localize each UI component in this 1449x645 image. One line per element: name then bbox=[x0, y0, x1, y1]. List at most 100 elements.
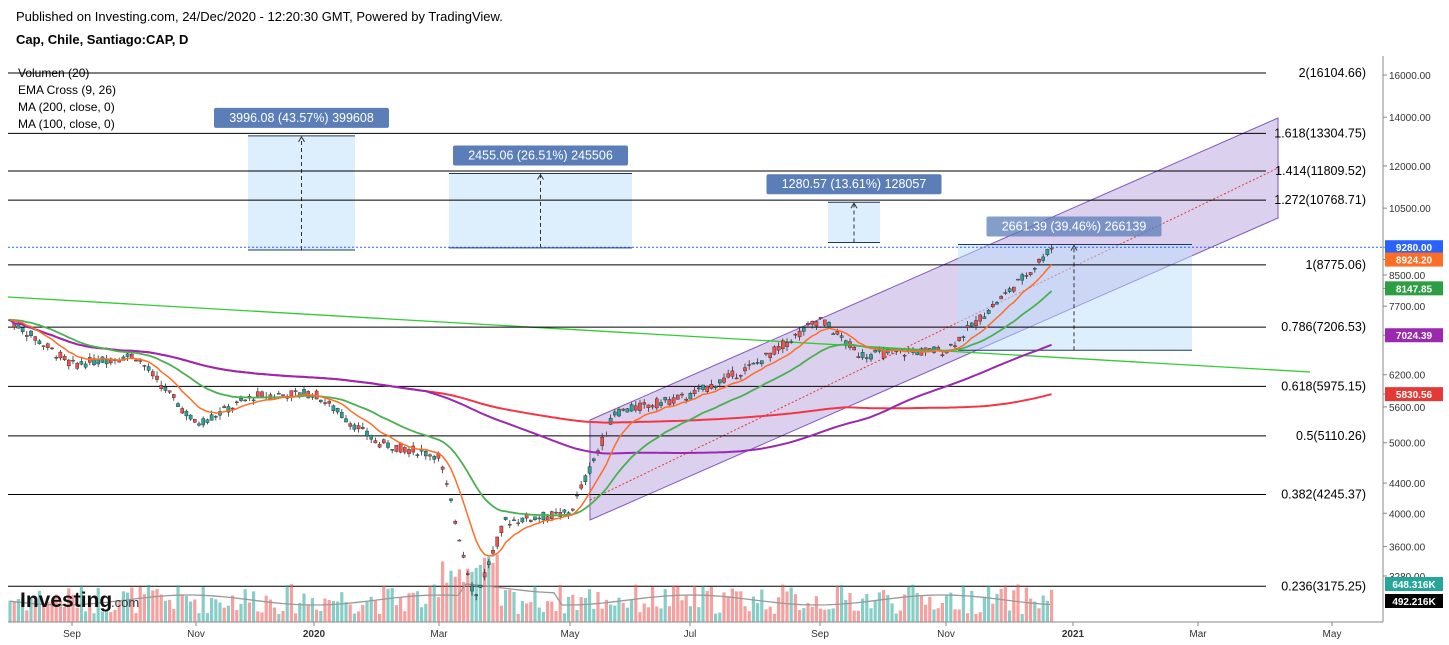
volume-bar bbox=[369, 596, 373, 622]
volume-bar bbox=[974, 613, 978, 622]
measure-arrowhead bbox=[1070, 244, 1078, 251]
candle-body bbox=[1007, 288, 1012, 292]
candle-body bbox=[865, 357, 869, 359]
candle-body bbox=[793, 333, 798, 336]
candle-body bbox=[659, 402, 663, 406]
volume-bar bbox=[697, 607, 701, 622]
y-tick-label: 4000.00 bbox=[1389, 509, 1426, 520]
candle-body bbox=[600, 436, 604, 446]
volume-bar bbox=[155, 589, 159, 622]
volume-bar bbox=[130, 587, 134, 622]
candle-body bbox=[92, 358, 96, 366]
fib-label-0.786: 0.786(7206.53) bbox=[1281, 320, 1366, 334]
volume-bar bbox=[1050, 589, 1054, 622]
volume-bar bbox=[676, 586, 680, 622]
volume-bar bbox=[751, 596, 755, 622]
volume-bar bbox=[718, 612, 722, 622]
candle-body bbox=[344, 418, 348, 423]
candle-body bbox=[583, 475, 588, 483]
price-badge bbox=[1385, 387, 1443, 402]
volume-bar bbox=[810, 606, 814, 622]
volume-bar bbox=[651, 586, 655, 622]
x-tick-label: Nov bbox=[937, 629, 955, 640]
candle-body bbox=[54, 357, 58, 359]
candle-body bbox=[361, 426, 365, 429]
candle-body bbox=[407, 449, 411, 455]
candle-body bbox=[1003, 292, 1008, 294]
volume-bar bbox=[546, 601, 550, 622]
candle-body bbox=[965, 325, 970, 328]
volume-bar bbox=[79, 585, 83, 622]
volume-bar bbox=[466, 568, 470, 622]
indicator-ema-cross[interactable]: EMA Cross (9, 26) bbox=[18, 83, 117, 97]
measure-label: 2455.06 (26.51%) 245506 bbox=[468, 149, 613, 163]
investing-logo: Investing .com bbox=[20, 589, 139, 612]
volume-bar bbox=[441, 561, 445, 622]
volume-bar bbox=[966, 613, 970, 622]
candle-body bbox=[697, 387, 701, 390]
candle-body bbox=[579, 484, 583, 489]
candle-body bbox=[835, 330, 840, 335]
candle-body bbox=[386, 442, 390, 448]
volume-bar bbox=[281, 611, 285, 622]
y-tick-label: 4400.00 bbox=[1389, 479, 1426, 490]
volume-bar bbox=[928, 596, 932, 622]
ma100-line bbox=[9, 318, 1052, 455]
candle-body bbox=[520, 517, 525, 523]
candle-body bbox=[562, 509, 567, 513]
volume-bar bbox=[911, 584, 915, 622]
candle-body bbox=[209, 414, 214, 421]
volume-bar bbox=[184, 596, 188, 622]
measure-label: 3996.08 (43.57%) 399608 bbox=[229, 111, 374, 125]
candle-body bbox=[529, 519, 533, 522]
volume-bar bbox=[924, 604, 928, 622]
candle-body bbox=[722, 377, 726, 383]
volume-bar bbox=[592, 608, 596, 622]
candle-body bbox=[428, 454, 432, 457]
volume-bar bbox=[730, 588, 734, 622]
volume-bar bbox=[478, 564, 482, 622]
candle-body bbox=[781, 340, 785, 350]
volume-bar bbox=[604, 599, 608, 622]
price-badge bbox=[1385, 281, 1443, 296]
volume-bar bbox=[214, 599, 218, 622]
trend-line bbox=[7, 296, 1311, 373]
volume-bar bbox=[75, 607, 79, 622]
price-badge bbox=[1385, 328, 1443, 343]
candle-body bbox=[613, 411, 617, 416]
candle-body bbox=[541, 511, 546, 521]
candle-body bbox=[839, 335, 844, 338]
candle-body bbox=[403, 447, 407, 453]
fib-label-1.272: 1.272(10768.71) bbox=[1274, 193, 1366, 207]
candle-body bbox=[125, 353, 130, 357]
candle-body bbox=[205, 419, 210, 423]
candle-body bbox=[243, 399, 248, 402]
volume-bar bbox=[457, 569, 461, 622]
indicator-ma200[interactable]: MA (200, close, 0) bbox=[18, 100, 115, 114]
volume-bar bbox=[386, 588, 390, 622]
volume-bar bbox=[306, 604, 310, 622]
volume-bar bbox=[772, 613, 776, 622]
candle-body bbox=[167, 390, 172, 393]
volume-bar bbox=[424, 603, 428, 622]
candle-body bbox=[491, 550, 495, 554]
volume-bar bbox=[848, 593, 852, 622]
volume-bar bbox=[273, 607, 277, 622]
candle-body bbox=[508, 523, 512, 526]
candle-body bbox=[470, 585, 474, 592]
candle-body bbox=[596, 450, 600, 452]
volume-bar bbox=[235, 610, 239, 622]
volume-bar bbox=[1016, 584, 1020, 622]
price-badge-label: 8147.85 bbox=[1396, 284, 1433, 295]
indicator-ma100[interactable]: MA (100, close, 0) bbox=[18, 117, 115, 131]
volume-bar bbox=[159, 594, 163, 622]
volume-bar bbox=[688, 606, 692, 622]
volume-badge bbox=[1385, 577, 1443, 591]
candle-body bbox=[516, 522, 520, 525]
measure-label-bg bbox=[986, 216, 1162, 237]
volume-bar bbox=[575, 609, 579, 622]
volume-bar bbox=[852, 610, 856, 622]
candle-body bbox=[37, 340, 42, 345]
candle-body bbox=[150, 371, 155, 377]
